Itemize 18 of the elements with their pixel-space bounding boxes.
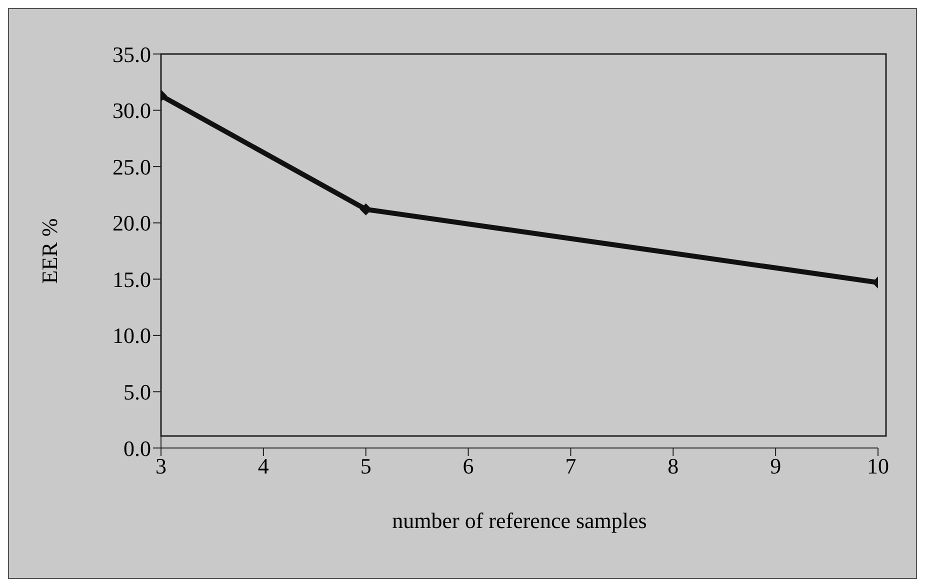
x-tick-label: 7 <box>565 454 576 479</box>
y-tick-label: 35.0 <box>112 42 151 67</box>
x-tick-label: 9 <box>770 454 782 479</box>
y-tick-label: 10.0 <box>112 323 151 348</box>
x-tick-label: 8 <box>668 454 679 479</box>
x-tick-label: 3 <box>156 454 166 479</box>
x-axis-title: number of reference samples <box>392 508 647 533</box>
y-axis-title: EER % <box>36 218 62 284</box>
x-tick-label: 10 <box>867 454 889 479</box>
x-tick-label: 6 <box>462 454 474 479</box>
x-tick-label: 4 <box>258 454 269 479</box>
y-tick-label: 20.0 <box>112 210 151 236</box>
y-tick-label: 0.0 <box>124 436 151 461</box>
y-tick-label: 5.0 <box>124 380 151 405</box>
y-tick-label: 30.0 <box>112 98 151 124</box>
x-tick-label: 5 <box>360 454 372 479</box>
y-tick-label: 15.0 <box>112 266 151 292</box>
y-tick-label: 25.0 <box>112 154 151 180</box>
